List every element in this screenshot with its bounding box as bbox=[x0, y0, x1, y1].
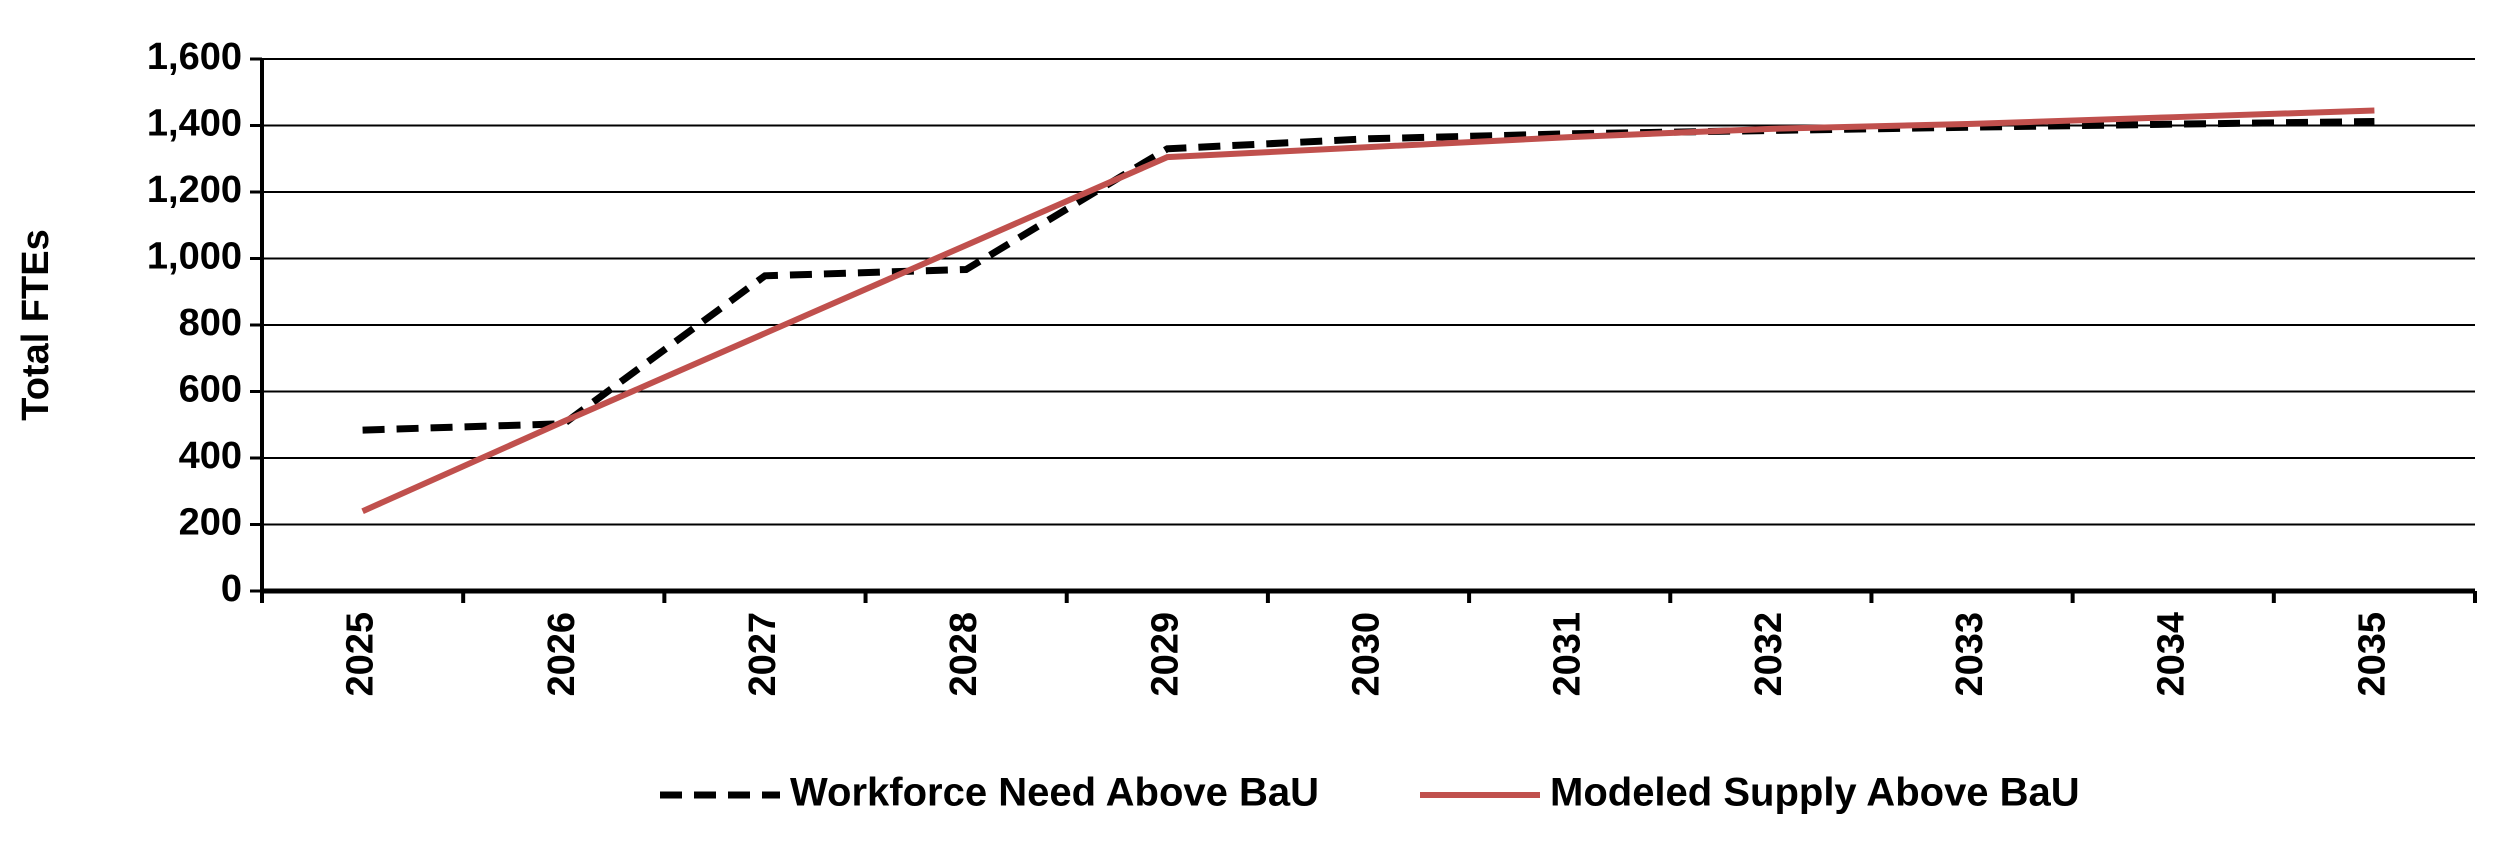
x-tick-label: 2031 bbox=[1547, 612, 1589, 697]
legend-label: Modeled Supply Above BaU bbox=[1550, 771, 2080, 815]
x-tick-label: 2029 bbox=[1144, 612, 1186, 697]
x-tick-label: 2025 bbox=[340, 612, 382, 697]
x-tick-label: 2026 bbox=[541, 612, 583, 697]
x-tick-label: 2030 bbox=[1346, 612, 1388, 697]
y-tick-label: 200 bbox=[179, 502, 242, 544]
x-tick-label: 2035 bbox=[2351, 612, 2393, 697]
y-tick-label: 1,400 bbox=[147, 103, 242, 145]
y-tick-label: 800 bbox=[179, 302, 242, 344]
x-tick-label: 2032 bbox=[1748, 612, 1790, 697]
x-tick-label: 2034 bbox=[2150, 612, 2192, 697]
legend-label: Workforce Need Above BaU bbox=[790, 771, 1319, 815]
y-tick-label: 0 bbox=[221, 568, 242, 610]
x-tick-label: 2027 bbox=[742, 612, 784, 697]
series-line bbox=[362, 118, 2375, 434]
y-tick-label: 1,200 bbox=[147, 169, 242, 211]
series-line bbox=[361, 107, 2375, 514]
y-axis-title: Total FTEs bbox=[15, 229, 57, 420]
x-tick-label: 2033 bbox=[1949, 612, 1991, 697]
y-tick-label: 1,600 bbox=[147, 36, 242, 78]
x-tick-label: 2028 bbox=[943, 612, 985, 697]
y-tick-label: 400 bbox=[179, 435, 242, 477]
y-tick-label: 1,000 bbox=[147, 236, 242, 278]
y-tick-label: 600 bbox=[179, 369, 242, 411]
